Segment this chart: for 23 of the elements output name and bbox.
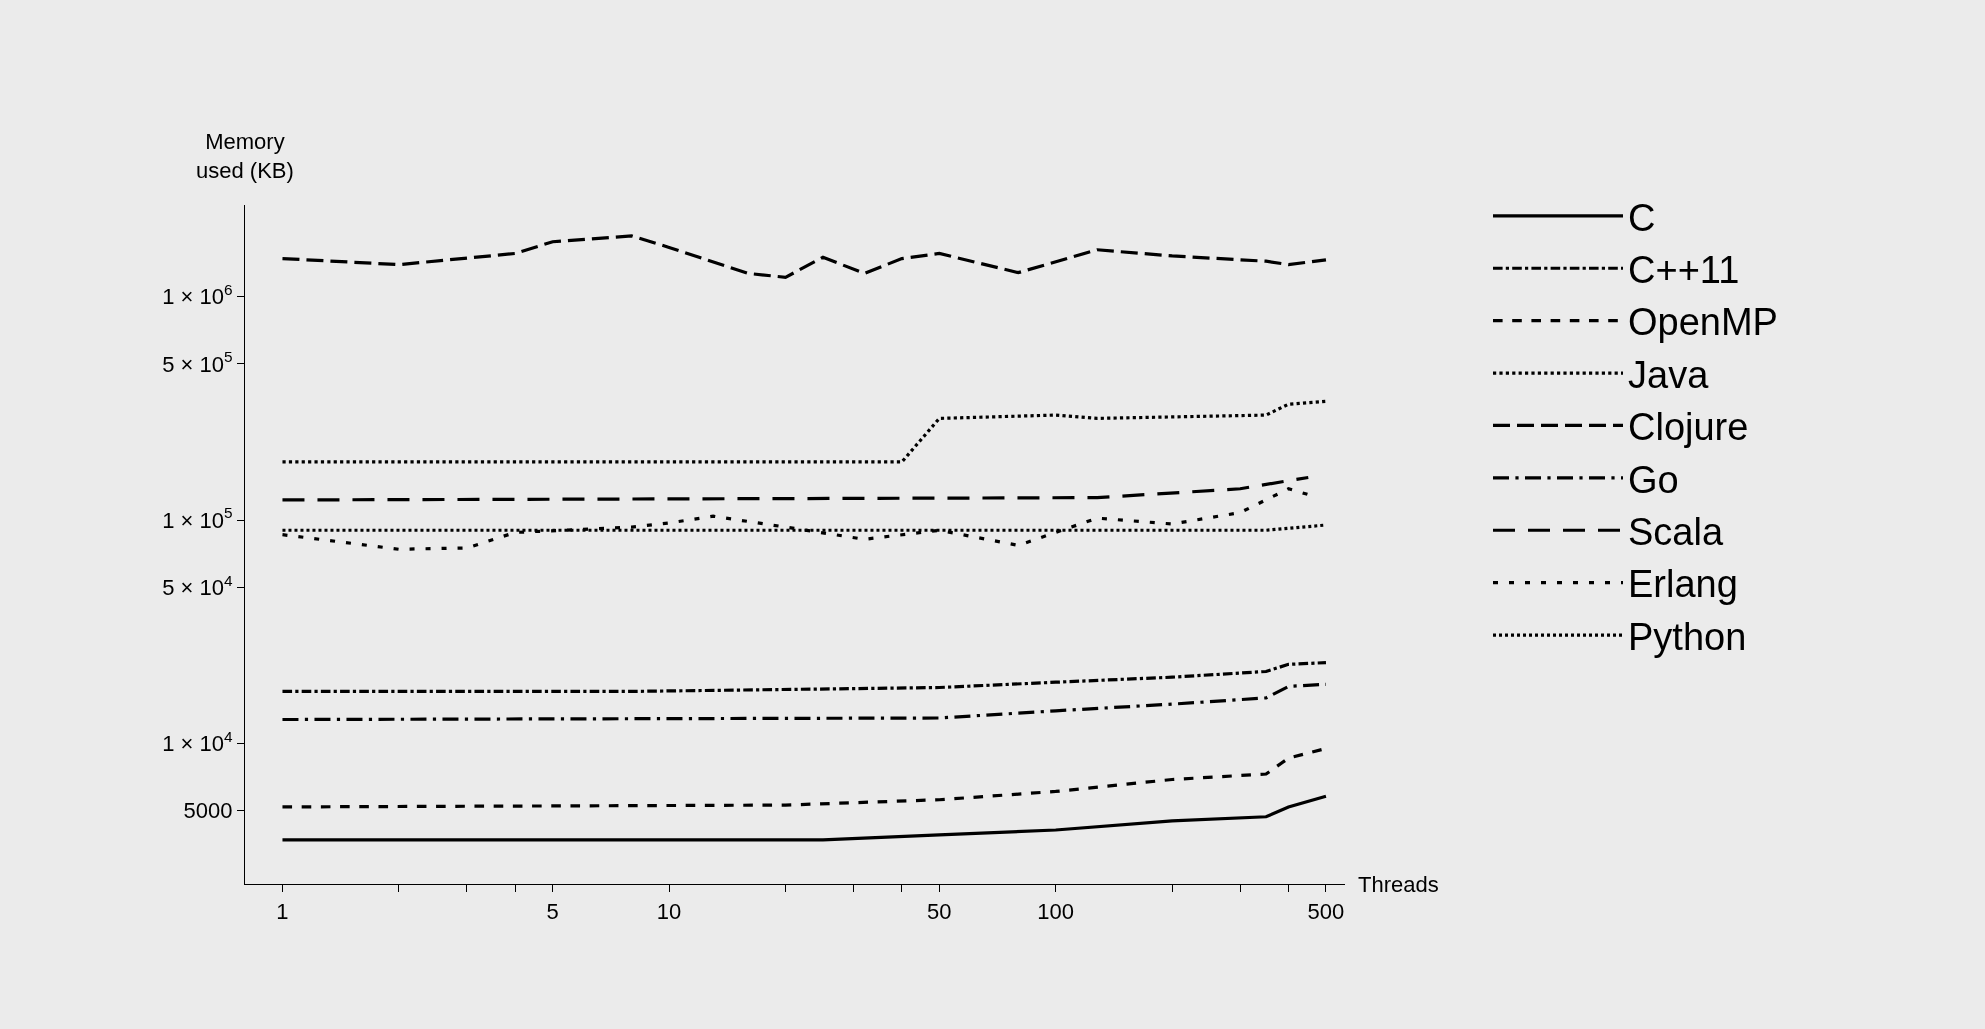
y-tick-label: 1 × 10$^{4}$ — [162, 727, 233, 757]
y-tick-label: 1 × 10$^{6}$ — [162, 281, 233, 310]
x-tick-label: 500 — [1307, 898, 1345, 924]
y-axis-title: Memory used (KB) — [196, 129, 294, 183]
x-tick-label: 10 — [656, 898, 682, 924]
y-tick-label: 5 × 10$^{5}$ — [162, 348, 233, 377]
legend-label: Scala — [1628, 511, 1724, 554]
legend-label: Go — [1628, 458, 1679, 501]
y-tick-label: 5 × 10$^{4}$ — [162, 571, 233, 600]
legend-label: Java — [1628, 353, 1710, 396]
legend-label: C++11 — [1628, 249, 1740, 292]
legend-label: Python — [1628, 615, 1747, 658]
legend-label: Clojure — [1628, 406, 1749, 449]
x-tick-label: 1 — [276, 898, 289, 924]
x-tick-label: 50 — [927, 898, 952, 924]
legend-label: OpenMP — [1628, 301, 1778, 344]
y-tick-label: 5000 — [183, 798, 233, 824]
x-tick-label: 100 — [1037, 898, 1075, 924]
legend-label: C — [1628, 196, 1656, 239]
legend-label: Erlang — [1628, 563, 1738, 606]
x-axis-title: Threads — [1358, 872, 1439, 897]
y-tick-label: 1 × 10$^{5}$ — [162, 504, 233, 533]
x-tick-label: 5 — [546, 898, 559, 924]
